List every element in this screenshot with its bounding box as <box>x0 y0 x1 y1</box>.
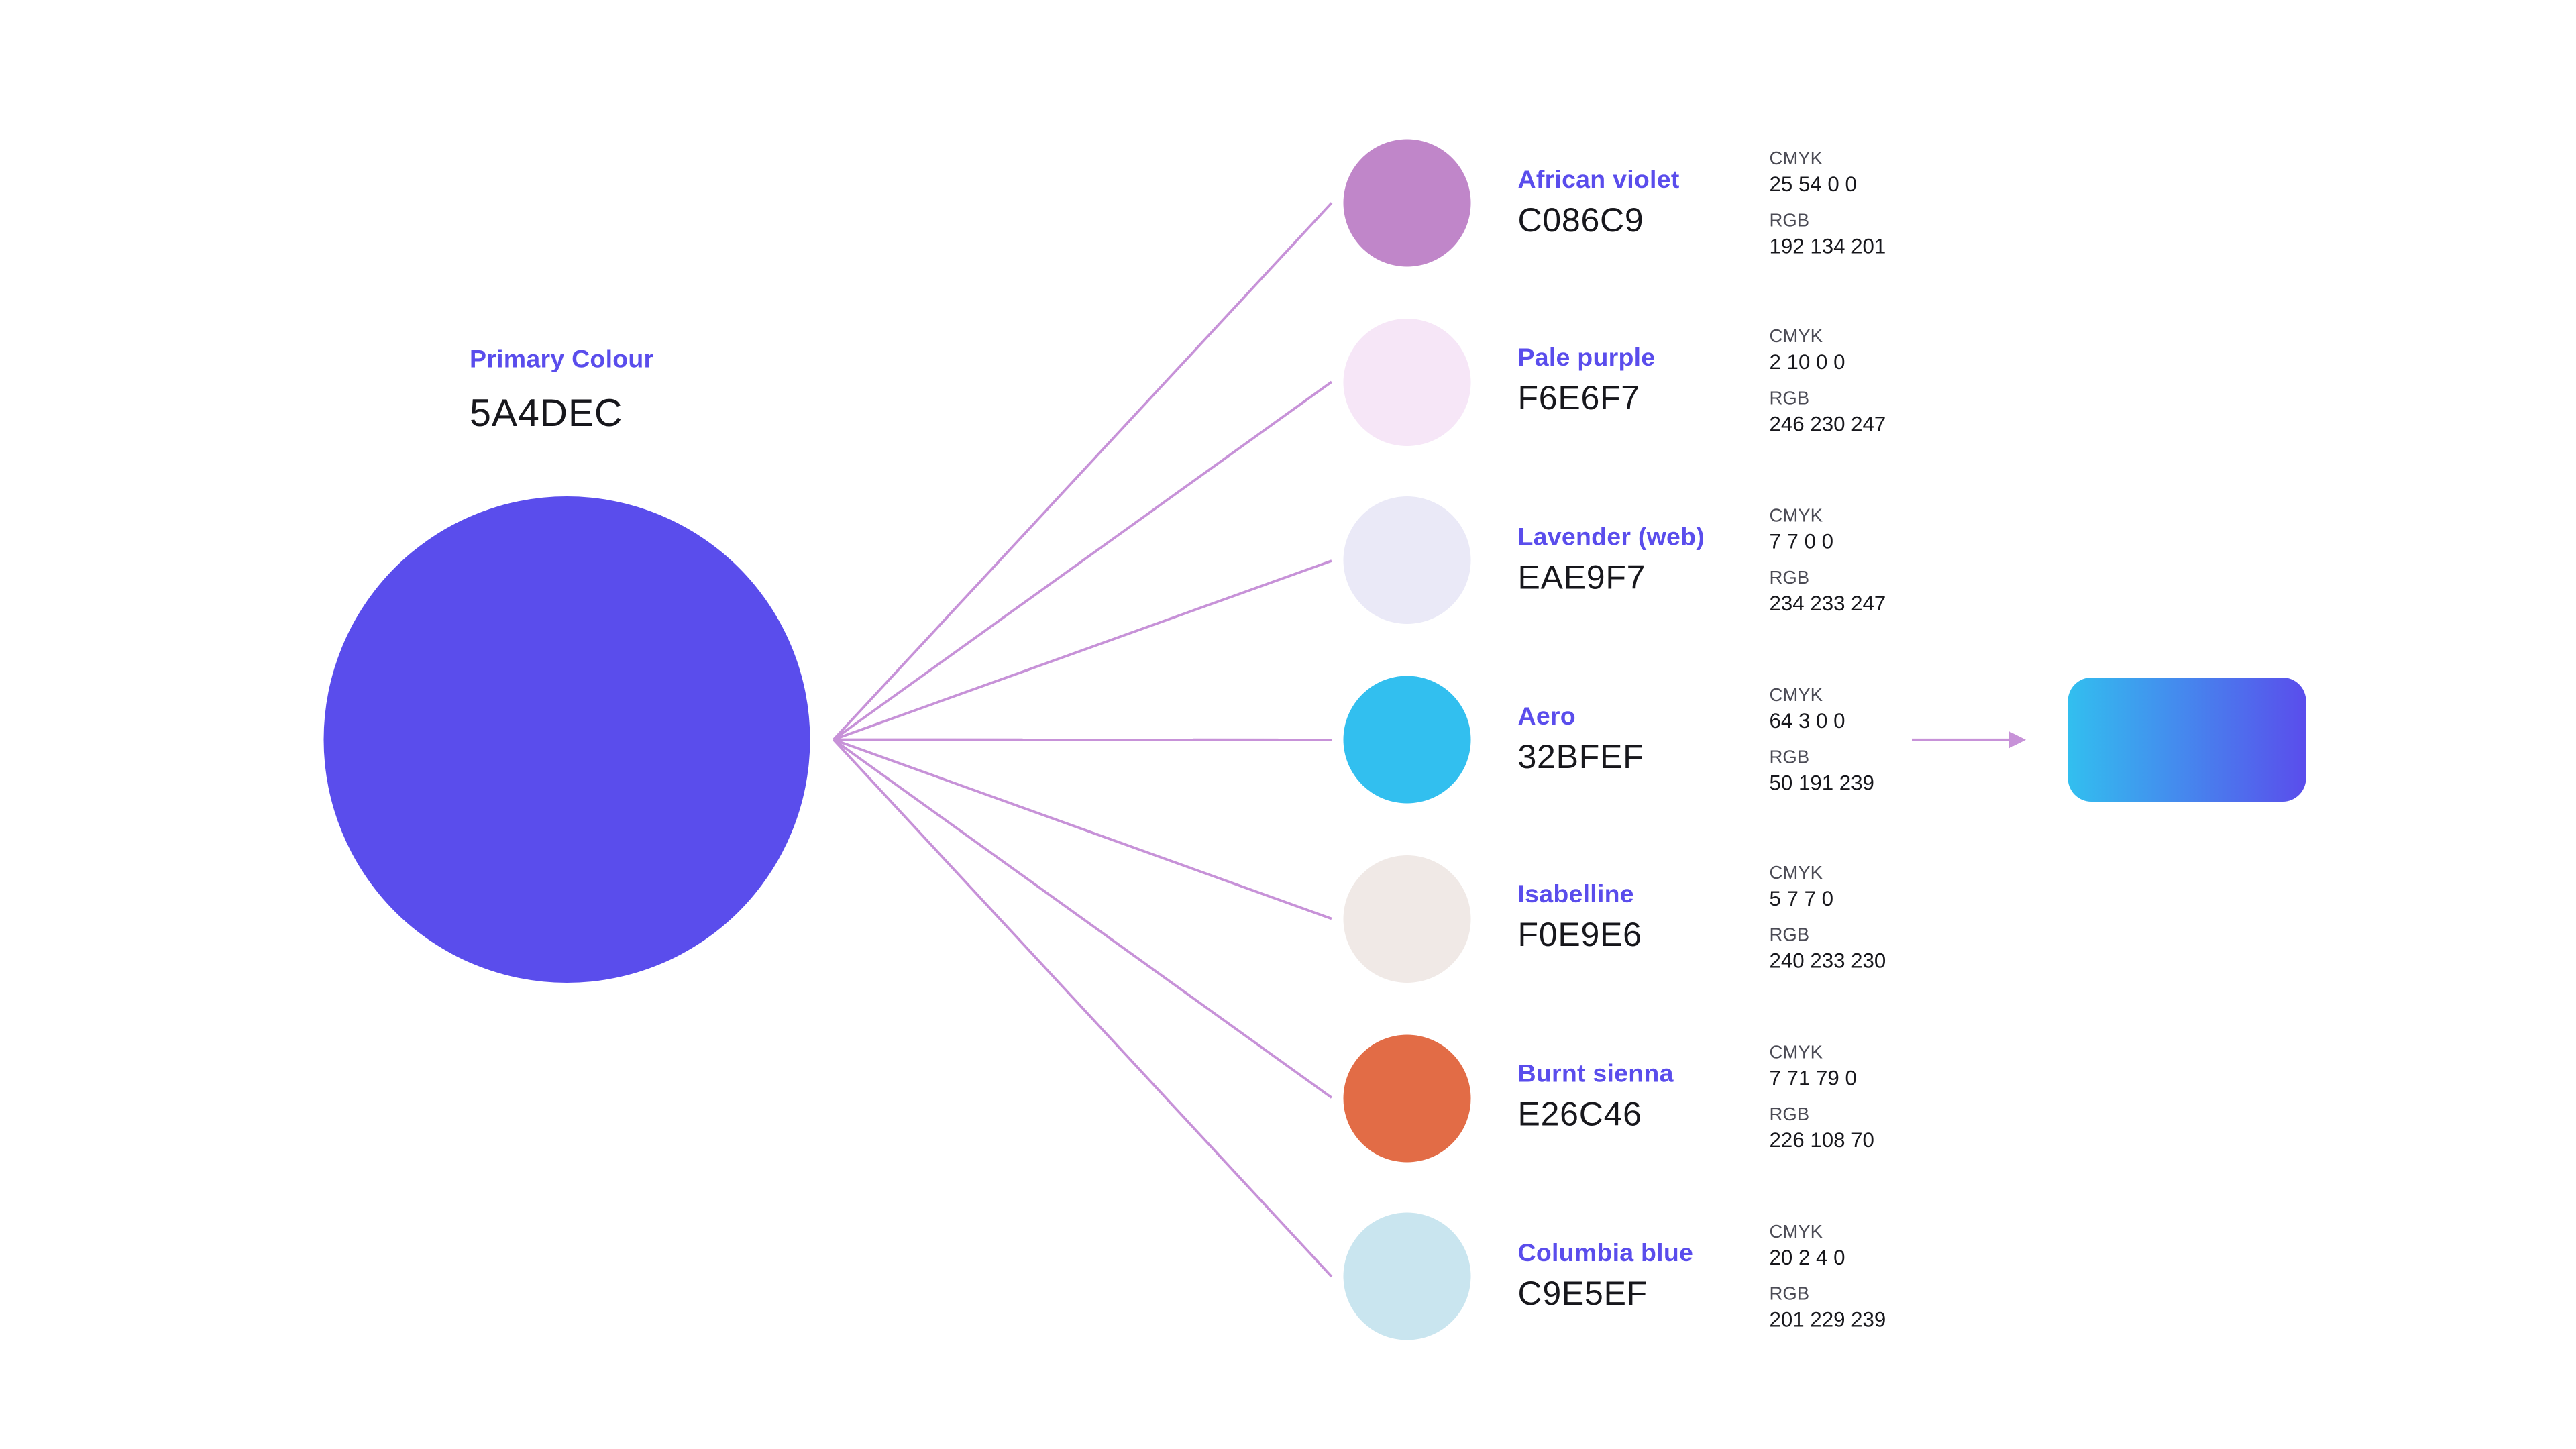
connector-line <box>833 202 1333 741</box>
cmyk-value: 5 7 7 0 <box>1769 888 1834 912</box>
connector-line <box>833 738 1333 1099</box>
cmyk-label: CMYK <box>1769 685 1823 706</box>
swatch-row: Lavender (web) EAE9F7 CMYK 7 7 0 0 RGB 2… <box>1343 485 1886 636</box>
rgb-value: 234 233 247 <box>1769 592 1886 616</box>
swatch-circle <box>1343 676 1471 804</box>
swatch-row: Isabelline F0E9E6 CMYK 5 7 7 0 RGB 240 2… <box>1343 843 1886 994</box>
swatch-hex: EAE9F7 <box>1517 559 1646 597</box>
cmyk-value: 64 3 0 0 <box>1769 708 1845 733</box>
swatch-circle <box>1343 318 1471 446</box>
connector-line <box>833 559 1332 741</box>
cmyk-label: CMYK <box>1769 327 1823 347</box>
rgb-label: RGB <box>1769 568 1810 589</box>
swatch-values-block: CMYK 7 71 79 0 RGB 226 108 70 <box>1770 1042 1874 1155</box>
swatch-hex: F6E6F7 <box>1517 380 1640 418</box>
swatch-name-block: Columbia blue C9E5EF <box>1518 1239 1770 1315</box>
swatch-name: Isabelline <box>1517 881 1634 910</box>
rgb-value: 240 233 230 <box>1769 949 1886 973</box>
rgb-value: 226 108 70 <box>1769 1128 1874 1152</box>
rgb-label: RGB <box>1769 1284 1810 1305</box>
rgb-label: RGB <box>1769 1105 1810 1126</box>
swatch-hex: C9E5EF <box>1517 1275 1648 1313</box>
cmyk-label: CMYK <box>1769 864 1823 885</box>
swatch-name: African violet <box>1517 165 1680 194</box>
arrow-head-icon <box>2009 731 2026 749</box>
gradient-swatch <box>2068 678 2306 802</box>
swatch-name-block: Isabelline F0E9E6 <box>1518 881 1770 957</box>
swatch-name: Columbia blue <box>1517 1238 1694 1268</box>
cmyk-value: 2 10 0 0 <box>1769 350 1845 374</box>
rgb-label: RGB <box>1769 389 1810 410</box>
swatch-name-block: African violet C086C9 <box>1518 165 1770 241</box>
rgb-value: 201 229 239 <box>1769 1307 1886 1332</box>
swatch-row: African violet C086C9 CMYK 25 54 0 0 RGB… <box>1343 127 1886 278</box>
rgb-label: RGB <box>1769 747 1810 767</box>
swatch-row: Aero 32BFEF CMYK 64 3 0 0 RGB 50 191 239 <box>1343 664 1874 815</box>
swatch-values-block: CMYK 25 54 0 0 RGB 192 134 201 <box>1770 147 1886 260</box>
rgb-value: 246 230 247 <box>1769 413 1886 437</box>
cmyk-value: 25 54 0 0 <box>1769 172 1857 196</box>
swatch-name-block: Pale purple F6E6F7 <box>1518 344 1770 420</box>
rgb-value: 192 134 201 <box>1769 233 1886 258</box>
swatch-name: Pale purple <box>1517 343 1656 373</box>
primary-color-hex: 5A4DEC <box>470 390 623 435</box>
swatch-row: Pale purple F6E6F7 CMYK 2 10 0 0 RGB 246… <box>1343 307 1886 458</box>
cmyk-label: CMYK <box>1769 1043 1823 1063</box>
swatch-values-block: CMYK 64 3 0 0 RGB 50 191 239 <box>1770 684 1874 796</box>
connector-line <box>833 380 1333 741</box>
cmyk-label: CMYK <box>1769 506 1823 527</box>
swatch-name: Burnt sienna <box>1517 1060 1674 1089</box>
swatch-circle <box>1343 1212 1471 1340</box>
rgb-label: RGB <box>1769 210 1810 231</box>
swatch-circle <box>1343 139 1471 267</box>
swatch-values-block: CMYK 20 2 4 0 RGB 201 229 239 <box>1770 1220 1886 1333</box>
swatch-circle <box>1343 496 1471 625</box>
swatch-values-block: CMYK 2 10 0 0 RGB 246 230 247 <box>1770 325 1886 438</box>
swatch-hex: C086C9 <box>1517 202 1644 239</box>
swatch-hex: 32BFEF <box>1517 739 1644 776</box>
swatch-name-block: Aero 32BFEF <box>1518 702 1770 777</box>
swatch-name: Aero <box>1517 702 1576 731</box>
swatch-name-block: Burnt sienna E26C46 <box>1518 1060 1770 1136</box>
connector-line <box>833 739 1333 1278</box>
swatch-circle <box>1343 1034 1471 1162</box>
swatch-name-block: Lavender (web) EAE9F7 <box>1518 523 1770 599</box>
swatch-row: Columbia blue C9E5EF CMYK 20 2 4 0 RGB 2… <box>1343 1201 1886 1352</box>
primary-color-circle <box>323 496 810 983</box>
primary-color-label: Primary Colour <box>470 345 654 374</box>
rgb-label: RGB <box>1769 926 1810 947</box>
swatch-row: Burnt sienna E26C46 CMYK 7 71 79 0 RGB 2… <box>1343 1022 1874 1173</box>
swatch-hex: F0E9E6 <box>1517 918 1642 955</box>
cmyk-value: 7 71 79 0 <box>1769 1067 1857 1090</box>
swatch-name: Lavender (web) <box>1517 523 1705 552</box>
swatch-values-block: CMYK 5 7 7 0 RGB 240 233 230 <box>1770 863 1886 975</box>
cmyk-label: CMYK <box>1769 1222 1823 1242</box>
cmyk-value: 20 2 4 0 <box>1769 1245 1845 1269</box>
cmyk-label: CMYK <box>1769 148 1823 169</box>
connector-line <box>833 738 1332 920</box>
rgb-value: 50 191 239 <box>1769 770 1874 794</box>
primary-color-block: Primary Colour 5A4DEC <box>470 345 653 436</box>
swatch-circle <box>1343 855 1471 983</box>
swatch-values-block: CMYK 7 7 0 0 RGB 234 233 247 <box>1770 504 1886 617</box>
cmyk-value: 7 7 0 0 <box>1769 529 1834 553</box>
swatch-hex: E26C46 <box>1517 1097 1642 1134</box>
